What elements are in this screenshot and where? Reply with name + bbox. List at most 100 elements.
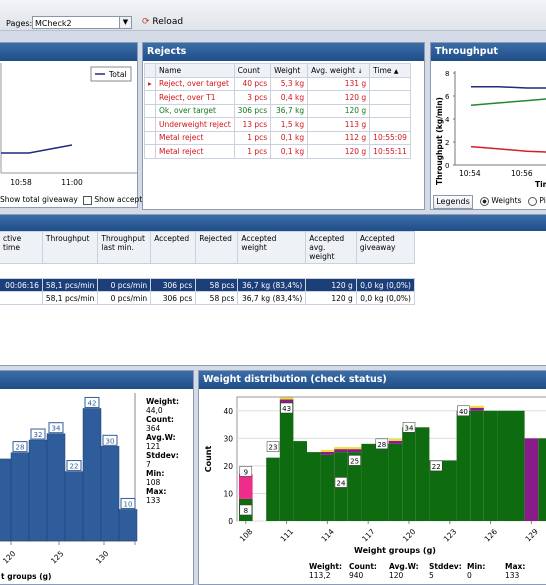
wd-stat-value: 113,2 bbox=[309, 571, 331, 580]
hist-data-label: 28 bbox=[16, 444, 25, 452]
col-count[interactable]: Count bbox=[233, 63, 272, 78]
wd-bar-purple bbox=[524, 438, 539, 521]
reject-cell: 0,1 kg bbox=[270, 130, 309, 145]
wd-stat-key: Max: bbox=[505, 562, 526, 571]
hist-label-box bbox=[12, 441, 28, 453]
wd-bar-green bbox=[266, 457, 280, 521]
x-tick-1058: 10:58 bbox=[10, 178, 32, 187]
radio-checked-icon[interactable] bbox=[480, 196, 489, 206]
giveaway-chart: Total 10:58 11:00 bbox=[0, 63, 137, 187]
checkbox-icon[interactable] bbox=[83, 195, 92, 205]
col-time[interactable]: Time ▲ bbox=[369, 63, 411, 78]
show-accepted-checkbox[interactable]: Show accepte bbox=[83, 195, 147, 205]
throughput-series-line bbox=[470, 145, 546, 153]
sort-asc-icon: ▲ bbox=[393, 67, 399, 75]
radio-unchecked-icon[interactable] bbox=[528, 196, 537, 206]
reject-cell bbox=[369, 90, 411, 105]
summary-title bbox=[0, 215, 546, 231]
grid-col-header[interactable]: Accepted giveaway bbox=[355, 231, 416, 264]
wd-bar-top-yellow bbox=[470, 405, 484, 408]
grid-col-header[interactable]: Rejected bbox=[195, 231, 239, 264]
hist-bar bbox=[100, 446, 120, 542]
wd-x-tick: 114 bbox=[319, 527, 336, 544]
hist-data-label: 32 bbox=[34, 431, 43, 439]
reject-cell: Ok, over target bbox=[155, 103, 235, 118]
grid-col-header[interactable]: Throughput last min. bbox=[97, 231, 152, 264]
tp-x-tick-1054: 10:54 bbox=[459, 169, 481, 178]
hist-data-label: 22 bbox=[70, 463, 79, 471]
hist-bar bbox=[118, 509, 138, 542]
row-indicator-icon bbox=[144, 144, 156, 159]
throughput-ylabel: Throughput (kg/min) bbox=[435, 97, 444, 185]
wd-xlabel: Weight groups (g) bbox=[354, 546, 436, 555]
wd-label-box bbox=[239, 466, 253, 477]
grid-cell: 0,0 kg (0,0%) bbox=[355, 291, 416, 305]
reject-cell: 120 g bbox=[307, 103, 371, 118]
wd-stat: Max: 133 bbox=[505, 562, 525, 580]
wd-bar-green bbox=[511, 410, 525, 521]
reject-cell: Underweight reject bbox=[155, 117, 235, 132]
reject-row[interactable]: Ok, over target 306 pcs 36,7 kg 120 g bbox=[144, 103, 411, 118]
hist-stats: Weight: 44,0 Count: 364 Avg.W: 121 Stddev: 7 Min… bbox=[146, 397, 179, 505]
wd-bar-pink bbox=[239, 474, 253, 499]
grid-cell: 58,1 pcs/min bbox=[41, 291, 99, 305]
chevron-down-icon[interactable]: ▼ bbox=[119, 17, 131, 28]
show-total-option[interactable]: Show total giveaway bbox=[0, 195, 78, 204]
wd-label-box bbox=[334, 477, 348, 488]
reject-cell: 40 pcs bbox=[233, 76, 272, 91]
hist-label-box bbox=[120, 497, 136, 509]
reject-row[interactable]: Underweight reject 13 pcs 1,5 kg 113 g bbox=[144, 117, 411, 132]
wd-stat-value: 0 bbox=[467, 571, 472, 580]
reject-row[interactable]: Metal reject 1 pcs 0,1 kg 112 g 10:55:09 bbox=[144, 130, 411, 145]
stat-key: Min: bbox=[146, 469, 165, 478]
wd-bar-green bbox=[307, 452, 321, 521]
grid-row[interactable]: 00:06:16 58,1 pcs/min 0 pcs/min 306 pcs 58 p… bbox=[0, 278, 416, 292]
reject-cell bbox=[369, 103, 411, 118]
reject-row[interactable]: Metal reject 1 pcs 0,1 kg 120 g 10:55:11 bbox=[144, 144, 411, 159]
col-avg-weight[interactable]: Avg. weight ↓ bbox=[307, 63, 371, 78]
grid-col-header[interactable]: Accepted weight bbox=[237, 231, 307, 264]
grid-col-header[interactable]: Throughput bbox=[41, 231, 99, 264]
wd-bar-green bbox=[456, 410, 471, 521]
grid-col-header[interactable]: Accepted bbox=[150, 231, 197, 264]
reject-cell: 131 g bbox=[307, 76, 371, 91]
stat-key: Avg.W: bbox=[146, 433, 176, 442]
grid-row[interactable]: 58,1 pcs/min 0 pcs/min 306 pcs 58 pcs 36,7 k… bbox=[0, 291, 416, 305]
wd-stat-key: Min: bbox=[467, 562, 486, 571]
wd-bar-green bbox=[279, 402, 294, 521]
grid-cell: 306 pcs bbox=[150, 291, 197, 305]
summary-grid-panel: ctive time Throughput Throughput last min.… bbox=[0, 214, 546, 366]
tp-y-tick: 2 bbox=[445, 139, 449, 147]
weights-radio[interactable]: Weights bbox=[480, 196, 521, 206]
reject-cell: 10:55:11 bbox=[369, 144, 411, 159]
wd-bar-top bbox=[388, 440, 403, 444]
pieces-radio[interactable]: Pi bbox=[528, 196, 546, 206]
grid-col-header[interactable]: Accepted avg. weight bbox=[305, 231, 357, 264]
reject-row[interactable]: Reject, over T1 3 pcs 0,4 kg 120 g bbox=[144, 90, 411, 105]
throughput-series-line bbox=[470, 98, 546, 106]
top-toolbar: Pages: MCheck2 ▼ ⟳ Reload bbox=[0, 0, 546, 31]
reject-row[interactable]: ▸ Reject, over target 40 pcs 5,3 kg 131 g bbox=[144, 76, 411, 91]
stat-key: Weight: bbox=[146, 397, 179, 406]
grid-col-header[interactable]: ctive time bbox=[0, 231, 43, 264]
pages-select-value: MCheck2 bbox=[35, 19, 72, 28]
legends-button[interactable]: Legends bbox=[433, 195, 473, 209]
grid-cell: 306 pcs bbox=[150, 278, 197, 292]
wd-bar-green bbox=[483, 410, 498, 521]
reject-cell: 3 pcs bbox=[233, 90, 272, 105]
wd-y-tick: 30 bbox=[223, 434, 233, 443]
reject-cell: 36,7 kg bbox=[270, 103, 309, 118]
stat-value: 364 bbox=[146, 424, 161, 433]
wd-bar-top bbox=[470, 407, 484, 411]
hist-stat: Avg.W: 121 bbox=[146, 433, 179, 451]
rejects-header-row: Name Count Weight Avg. weight ↓ Time ▲ bbox=[144, 63, 411, 78]
giveaway-title bbox=[0, 43, 137, 61]
reload-button[interactable]: ⟳ Reload bbox=[142, 17, 183, 27]
reject-cell bbox=[369, 117, 411, 132]
col-weight[interactable]: Weight bbox=[270, 63, 309, 78]
col-name[interactable]: Name bbox=[155, 63, 235, 78]
wd-data-label: 40 bbox=[459, 408, 468, 416]
pages-select[interactable]: MCheck2 ▼ bbox=[32, 16, 132, 29]
wd-data-label: 28 bbox=[377, 441, 386, 449]
throughput-series-line bbox=[471, 86, 546, 89]
